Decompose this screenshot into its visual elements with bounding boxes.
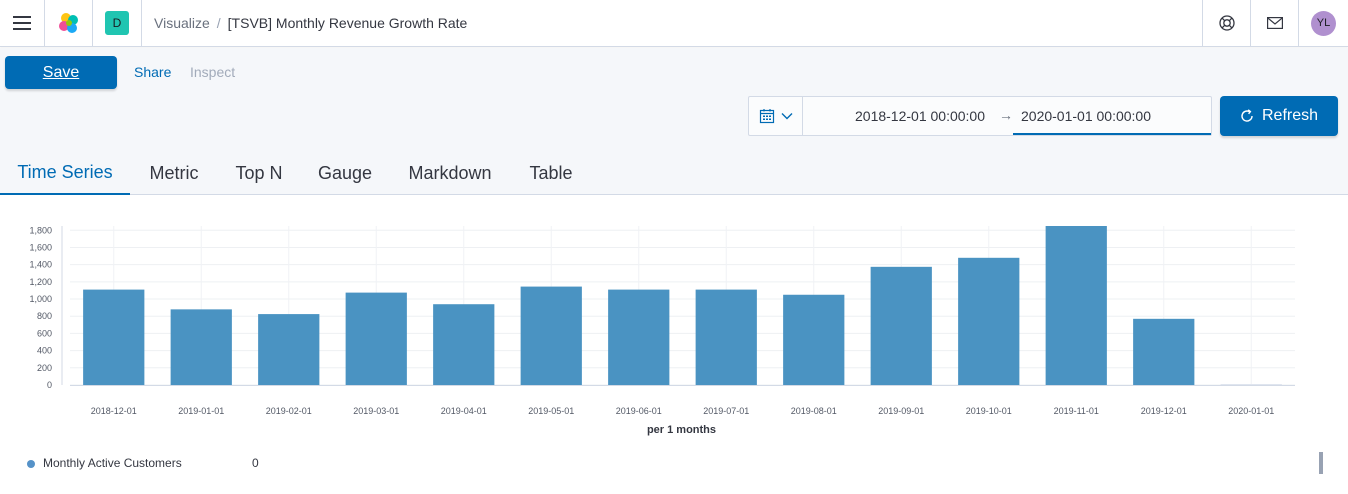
bar: [695, 289, 757, 385]
y-tick-label: 600: [37, 328, 52, 338]
bar: [258, 314, 320, 385]
quick-select-button[interactable]: [749, 97, 803, 135]
y-tick-label: 0: [47, 380, 52, 390]
y-tick-label: 1,000: [29, 294, 52, 304]
space-selector[interactable]: D: [93, 0, 141, 46]
x-tick-label: 2020-01-01: [1228, 406, 1274, 416]
breadcrumb-separator: /: [216, 15, 221, 31]
x-tick-label: 2019-01-01: [178, 406, 224, 416]
x-tick-label: 2019-07-01: [703, 406, 749, 416]
arrow-right-icon: →: [999, 107, 1013, 123]
x-tick-label: 2019-02-01: [266, 406, 312, 416]
legend-color-swatch: [27, 460, 35, 468]
breadcrumb-visualize-link[interactable]: Visualize: [154, 15, 210, 31]
x-tick-label: 2019-08-01: [791, 406, 837, 416]
x-tick-label: 2019-09-01: [878, 406, 924, 416]
bar: [608, 289, 670, 385]
chart-canvas: 0 200 400 600 800 1,000 1,200 1,400 1,600 1,800 20…: [29, 225, 1295, 436]
y-tick-label: 400: [37, 346, 52, 356]
time-series-chart: 0 200 400 600 800 1,000 1,200 1,400 1,600 1,800 20…: [0, 196, 1348, 446]
start-date-button[interactable]: 2018-12-01 00:00:00: [855, 108, 985, 124]
page-title: [TSVB] Monthly Revenue Growth Rate: [227, 15, 468, 31]
newsfeed-button[interactable]: [1251, 0, 1298, 46]
resize-handle[interactable]: [1319, 452, 1323, 474]
x-tick-label: 2019-05-01: [528, 406, 574, 416]
inspect-link[interactable]: Inspect: [190, 64, 236, 80]
bar: [870, 266, 932, 385]
help-icon: [1218, 15, 1235, 31]
bar: [783, 294, 845, 385]
x-tick-label: 2018-12-01: [91, 406, 137, 416]
header-divider: [141, 0, 142, 46]
space-avatar: D: [105, 11, 129, 35]
tab-top-n[interactable]: Top N: [235, 162, 283, 183]
share-link[interactable]: Share: [134, 64, 172, 80]
x-tick-label: 2019-06-01: [616, 406, 662, 416]
chart-legend: Monthly Active Customers 0: [0, 446, 1348, 494]
chevron-down-icon: [781, 113, 792, 120]
header-divider: [92, 0, 93, 46]
y-tick-label: 200: [37, 363, 52, 373]
bar: [520, 286, 582, 385]
y-tick-label: 1,600: [29, 242, 52, 252]
tab-time-series[interactable]: Time Series: [0, 151, 130, 195]
header-divider: [1202, 0, 1203, 46]
header-divider: [1250, 0, 1251, 46]
y-tick-label: 1,800: [29, 225, 52, 235]
mail-icon: [1266, 17, 1283, 29]
end-date-button[interactable]: 2020-01-01 00:00:00: [1013, 97, 1211, 135]
y-tick-label: 800: [37, 311, 52, 321]
y-tick-label: 1,400: [29, 260, 52, 270]
bar: [958, 257, 1020, 385]
save-button[interactable]: Save: [5, 56, 117, 89]
menu-button[interactable]: [0, 0, 44, 46]
help-button[interactable]: [1203, 0, 1250, 46]
x-axis-title: per 1 months: [647, 424, 716, 436]
elastic-logo-icon: [58, 13, 78, 33]
home-logo-button[interactable]: [45, 0, 92, 46]
refresh-button[interactable]: Refresh: [1220, 96, 1338, 136]
legend-series-value: 0: [252, 456, 259, 470]
x-tick-label: 2019-04-01: [441, 406, 487, 416]
legend-series-name[interactable]: Monthly Active Customers: [43, 456, 182, 470]
bar: [83, 289, 145, 385]
x-tick-label: 2019-10-01: [966, 406, 1012, 416]
bar: [170, 309, 232, 385]
y-tick-label: 1,200: [29, 277, 52, 287]
bar: [1045, 226, 1107, 385]
menu-icon: [13, 16, 31, 30]
refresh-label: Refresh: [1261, 107, 1319, 124]
breadcrumb: Visualize / [TSVB] Monthly Revenue Growt…: [154, 0, 467, 46]
top-nav-menu: Save Share Inspect 2018-12-01 00:00:00 →…: [0, 48, 1348, 195]
tab-gauge[interactable]: Gauge: [317, 162, 373, 183]
tab-metric[interactable]: Metric: [149, 162, 199, 183]
x-tick-label: 2019-11-01: [1054, 406, 1099, 416]
x-tick-label: 2019-03-01: [353, 406, 399, 416]
calendar-icon: [759, 109, 774, 124]
bar: [1220, 384, 1282, 385]
avatar: YL: [1311, 10, 1336, 36]
user-menu-button[interactable]: YL: [1299, 0, 1348, 46]
tab-table[interactable]: Table: [529, 162, 573, 183]
bar: [345, 292, 407, 385]
date-picker: 2018-12-01 00:00:00 → 2020-01-01 00:00:0…: [748, 96, 1212, 136]
app-header: D Visualize / [TSVB] Monthly Revenue Gro…: [0, 0, 1348, 47]
header-divider: [44, 0, 45, 46]
bar: [1133, 318, 1195, 385]
tab-markdown[interactable]: Markdown: [408, 162, 492, 183]
header-divider: [1298, 0, 1299, 46]
bar: [433, 304, 495, 385]
x-tick-label: 2019-12-01: [1141, 406, 1187, 416]
refresh-icon: [1241, 109, 1253, 122]
